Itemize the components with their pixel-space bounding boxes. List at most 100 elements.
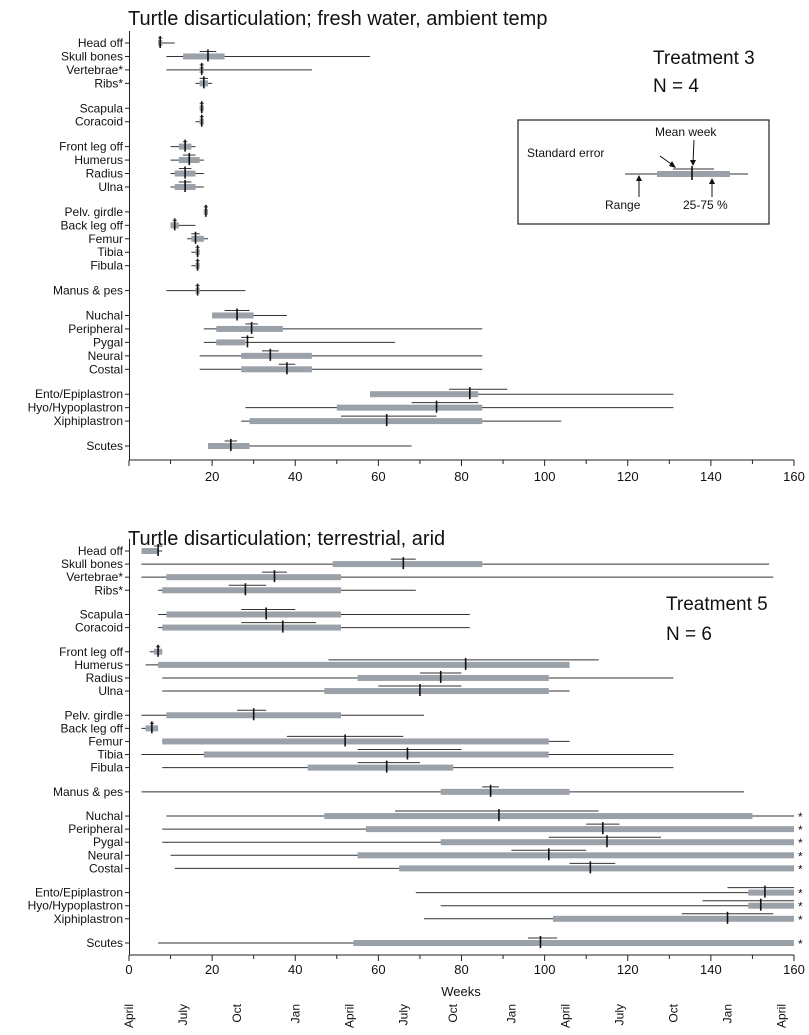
row-label-fibula: Fibula <box>90 259 123 273</box>
quartile-bar <box>203 751 549 758</box>
row-label-femur: Femur <box>88 232 123 246</box>
chart-treatment-3: Turtle disarticulation; fresh water, amb… <box>28 8 805 484</box>
x-axis-title: Weeks <box>441 984 481 999</box>
row-label-costal: Costal <box>89 362 123 376</box>
row-label-femur: Femur <box>88 734 123 748</box>
chart-title: Turtle disarticulation; fresh water, amb… <box>128 8 547 30</box>
quartile-bar <box>365 826 794 833</box>
month-label: July <box>176 1004 190 1025</box>
month-label: April <box>122 1004 136 1028</box>
row-label-coracoid: Coracoid <box>75 115 123 129</box>
quartile-bar <box>241 352 312 359</box>
row-label-ento-epiplastron: Ento/Epiplastron <box>35 886 123 900</box>
quartile-bar <box>324 813 753 820</box>
quartile-bar <box>191 235 204 242</box>
x-tick-label: 40 <box>288 469 302 484</box>
row-label-fibula: Fibula <box>90 761 123 775</box>
row-label-ento-epiplastron: Ento/Epiplastron <box>35 387 123 401</box>
row-label-humerus: Humerus <box>74 153 123 167</box>
legend-mean-arrowhead <box>690 160 696 166</box>
row-label-front-leg-off: Front leg off <box>59 140 123 154</box>
row-label-manus-pes: Manus & pes <box>53 284 123 298</box>
x-tick-label: 160 <box>783 469 805 484</box>
row-label-pygal: Pygal <box>93 335 123 349</box>
quartile-bar <box>166 574 341 581</box>
row-label-hyo-hypoplastron: Hyo/Hypoplastron <box>28 899 123 913</box>
row-label-radius: Radius <box>86 671 123 685</box>
quartile-bar <box>353 940 794 946</box>
quartile-bar <box>552 915 794 922</box>
quartile-bar <box>399 865 794 872</box>
row-label-neural: Neural <box>88 848 123 862</box>
quartile-bar <box>748 902 794 909</box>
row-label-hyo-hypoplastron: Hyo/Hypoplastron <box>28 401 123 415</box>
quartile-bar <box>748 889 794 896</box>
row-label-head-off: Head off <box>78 544 124 558</box>
row-label-skull-bones: Skull bones <box>61 49 123 63</box>
quartile-bar <box>370 391 479 398</box>
row-label-nuchal: Nuchal <box>86 308 123 322</box>
sample-size-label: N = 6 <box>666 624 712 645</box>
x-tick-label: 80 <box>454 962 468 977</box>
month-label: April <box>558 1004 572 1028</box>
censored-marker: * <box>798 836 803 850</box>
row-label-pelv-girdle: Pelv. girdle <box>65 205 124 219</box>
row-label-pygal: Pygal <box>93 835 123 849</box>
row-label-ribs: Ribs* <box>94 76 123 90</box>
censored-marker: * <box>798 913 803 927</box>
treatment-label: Treatment 3 <box>653 48 755 69</box>
quartile-bar <box>332 561 483 568</box>
row-label-head-off: Head off <box>78 36 124 50</box>
row-label-xiphiplastron: Xiphiplastron <box>54 912 123 926</box>
quartile-bar <box>162 624 341 631</box>
legend-se-arrowhead <box>669 161 676 168</box>
quartile-bar <box>158 661 570 668</box>
row-label-scapula: Scapula <box>80 101 124 115</box>
row-label-front-leg-off: Front leg off <box>59 645 123 659</box>
month-label: Jan <box>721 1004 735 1023</box>
legend-range-label: Range <box>605 198 641 212</box>
quartile-bar <box>162 587 341 594</box>
legend-se-label: Standard error <box>527 146 604 160</box>
row-label-scapula: Scapula <box>80 607 124 621</box>
row-label-humerus: Humerus <box>74 658 123 672</box>
x-tick-label: 120 <box>617 469 639 484</box>
legend-mean-label: Mean week <box>655 125 717 139</box>
quartile-bar <box>216 325 283 332</box>
month-label: July <box>612 1004 626 1025</box>
month-label: April <box>775 1004 789 1028</box>
row-label-radius: Radius <box>86 167 123 181</box>
row-label-manus-pes: Manus & pes <box>53 785 123 799</box>
row-label-vertebrae: Vertebrae* <box>66 63 123 77</box>
row-label-costal: Costal <box>89 861 123 875</box>
censored-marker: * <box>798 900 803 914</box>
treatment-label: Treatment 5 <box>666 594 768 615</box>
legend-range-arrowhead <box>636 175 642 181</box>
quartile-bar <box>207 443 250 449</box>
x-tick-label: 60 <box>371 469 385 484</box>
quartile-bar <box>216 339 246 346</box>
x-tick-label: 140 <box>700 962 722 977</box>
month-label: Jan <box>288 1004 302 1023</box>
month-label: Jan <box>504 1004 518 1023</box>
legend-box <box>517 119 770 225</box>
month-label: Oct <box>230 1003 244 1022</box>
quartile-bar <box>336 404 483 411</box>
legend-mean-arrow <box>692 139 695 164</box>
month-label: April <box>342 1004 356 1028</box>
x-tick-label: 60 <box>371 962 385 977</box>
quartile-bar <box>357 674 549 681</box>
row-label-scutes: Scutes <box>86 439 123 453</box>
censored-marker: * <box>798 937 803 951</box>
x-tick-label: 120 <box>617 962 639 977</box>
month-label: July <box>396 1004 410 1025</box>
x-tick-label: 100 <box>534 962 556 977</box>
legend-key: Mean week Standard error Range 25-75 % <box>517 119 770 225</box>
legend-quartile-bar <box>657 171 730 177</box>
x-tick-label: 160 <box>783 962 805 977</box>
x-tick-label: 20 <box>205 962 219 977</box>
row-label-ulna: Ulna <box>98 684 123 698</box>
row-label-tibia: Tibia <box>97 748 123 762</box>
